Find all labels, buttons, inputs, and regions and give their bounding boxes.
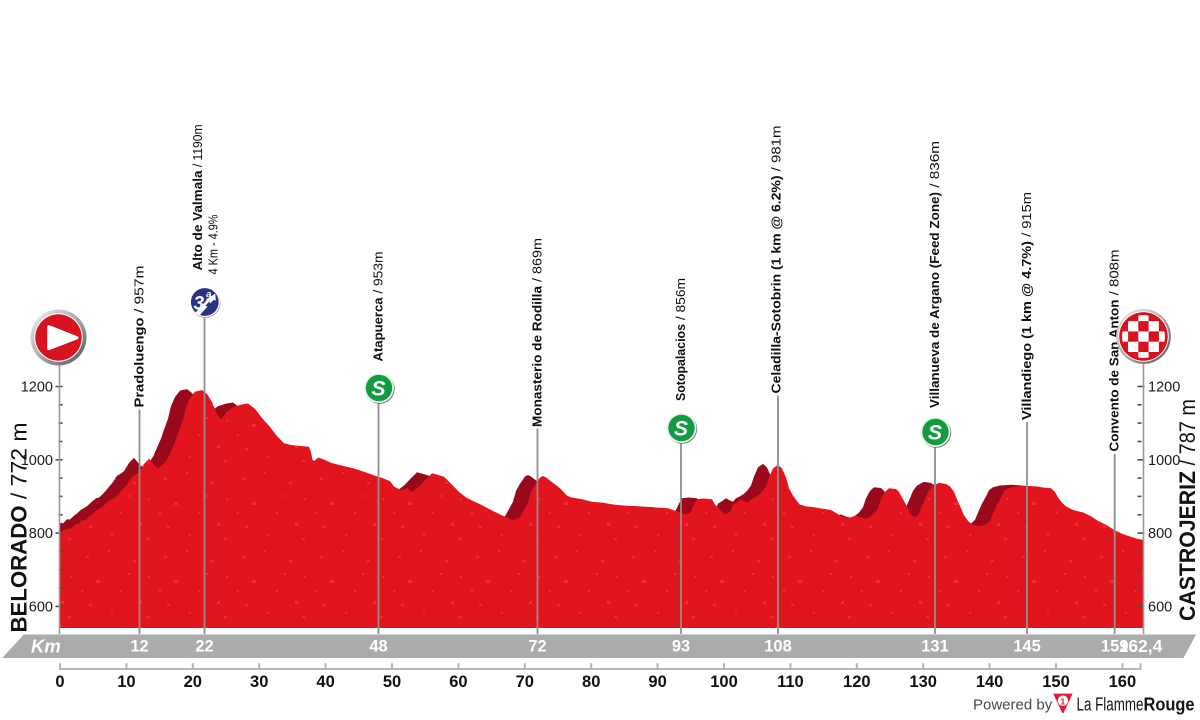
svg-text:150: 150 [1042, 673, 1070, 691]
svg-text:30: 30 [250, 673, 268, 691]
svg-text:600: 600 [1148, 599, 1172, 615]
svg-text:4 Km - 4.9%: 4 Km - 4.9% [206, 214, 221, 274]
svg-text:600: 600 [29, 599, 53, 615]
svg-text:22: 22 [195, 638, 213, 656]
svg-text:800: 800 [1148, 526, 1172, 542]
svg-text:Villandiego (1 km @ 4.7%): Villandiego (1 km @ 4.7%) [1019, 241, 1034, 420]
svg-text:Km: Km [31, 636, 61, 657]
svg-text:Pradoluengo: Pradoluengo [132, 317, 147, 407]
svg-text:70: 70 [516, 673, 534, 691]
svg-text:/ 772 m: / 772 m [7, 423, 32, 506]
svg-text:Atapuerca: Atapuerca [371, 297, 386, 362]
svg-text:72: 72 [528, 638, 546, 656]
svg-text:145: 145 [1013, 638, 1041, 656]
svg-text:110: 110 [777, 673, 804, 691]
svg-text:140: 140 [976, 673, 1004, 691]
svg-text:/ 787 m: / 787 m [1175, 399, 1200, 471]
svg-text:10: 10 [117, 673, 135, 691]
svg-text:S: S [928, 421, 942, 444]
svg-text:100: 100 [710, 673, 738, 691]
svg-text:/ 953m: / 953m [371, 252, 386, 298]
svg-text:800: 800 [29, 526, 53, 542]
svg-text:0: 0 [55, 673, 64, 691]
svg-text:80: 80 [582, 673, 600, 691]
svg-text:CASTROJERIZ: CASTROJERIZ [1175, 471, 1200, 621]
svg-text:Villanueva de Argano (Feed Zon: Villanueva de Argano (Feed Zone) [927, 192, 942, 408]
svg-text:1200: 1200 [1148, 380, 1180, 396]
svg-text:130: 130 [909, 673, 937, 691]
svg-text:/ 1190m: / 1190m [190, 125, 205, 171]
svg-text:160: 160 [1109, 673, 1137, 691]
svg-text:Rouge: Rouge [1144, 694, 1195, 715]
svg-text:Convento de San Anton: Convento de San Anton [1107, 299, 1122, 451]
svg-text:La Flamme: La Flamme [1077, 694, 1144, 715]
svg-text:108: 108 [764, 638, 792, 656]
svg-text:48: 48 [369, 638, 387, 656]
svg-text:162,4: 162,4 [1119, 636, 1163, 656]
svg-text:12: 12 [130, 638, 148, 656]
svg-text:1000: 1000 [21, 453, 53, 469]
svg-text:Celadilla-Sotobrin (1 km @ 6.2: Celadilla-Sotobrin (1 km @ 6.2%) [769, 175, 784, 393]
svg-text:93: 93 [672, 638, 690, 656]
svg-text:/ 836m: / 836m [927, 141, 942, 192]
svg-text:BELORADO: BELORADO [7, 506, 32, 633]
svg-text:20: 20 [184, 673, 202, 691]
svg-text:1: 1 [1061, 696, 1066, 706]
svg-text:Sotopalacios: Sotopalacios [673, 324, 688, 401]
svg-text:1200: 1200 [21, 380, 53, 396]
svg-text:120: 120 [843, 673, 871, 691]
svg-text:50: 50 [383, 673, 401, 691]
svg-text:/ 869m: / 869m [530, 238, 545, 286]
svg-text:1000: 1000 [1148, 453, 1180, 469]
svg-text:Monasterio de Rodilla: Monasterio de Rodilla [530, 285, 545, 427]
svg-text:S: S [371, 377, 385, 400]
svg-text:131: 131 [921, 638, 949, 656]
svg-text:S: S [674, 417, 688, 440]
svg-text:60: 60 [449, 673, 467, 691]
svg-text:Powered by: Powered by [973, 697, 1053, 714]
svg-text:/ 808m: / 808m [1107, 250, 1122, 300]
svg-text:a: a [206, 289, 211, 300]
svg-text:/ 957m: / 957m [132, 266, 147, 318]
svg-text:Alto de Valmala: Alto de Valmala [190, 170, 205, 271]
svg-text:159: 159 [1101, 638, 1129, 656]
svg-text:90: 90 [648, 673, 666, 691]
svg-text:/ 915m: / 915m [1019, 192, 1034, 241]
svg-text:3: 3 [194, 294, 205, 315]
svg-text:40: 40 [316, 673, 334, 691]
svg-text:/ 981m: / 981m [769, 126, 784, 176]
svg-text:/ 856m: / 856m [673, 278, 688, 324]
